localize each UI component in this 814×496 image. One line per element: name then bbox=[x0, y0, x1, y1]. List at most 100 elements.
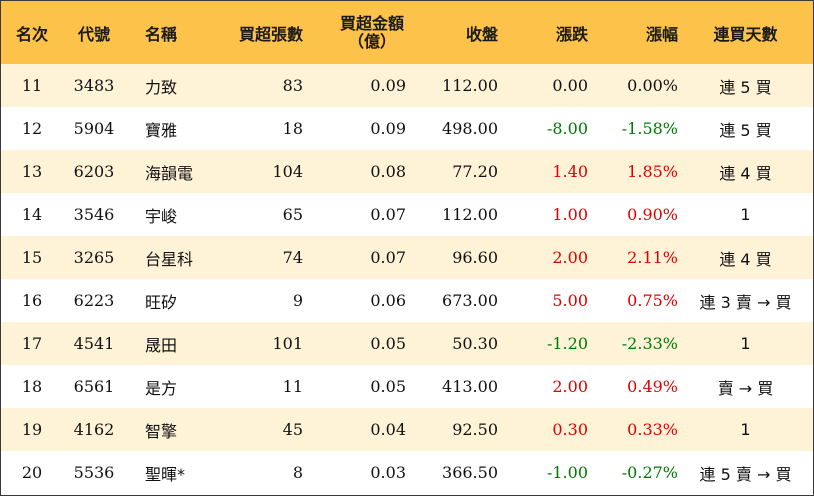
streak-cell: 連 4 買 bbox=[719, 249, 772, 269]
close-cell: 413.00 bbox=[442, 377, 498, 396]
rank-cell: 18 bbox=[21, 377, 43, 396]
lots-cell: 9 bbox=[292, 291, 303, 310]
header-change: 漲跌 bbox=[555, 24, 588, 44]
amount-cell: 0.08 bbox=[370, 162, 406, 181]
lots-cell: 101 bbox=[272, 334, 303, 353]
header-amount-line2: （億） bbox=[347, 31, 396, 51]
table-row: 14 3546 宇峻 65 0.07 112.00 1.00 0.90% 1 bbox=[1, 193, 813, 236]
header-amount: 買超金額 （億） bbox=[303, 14, 406, 51]
amount-cell: 0.05 bbox=[370, 334, 406, 353]
pct-cell: 0.33% bbox=[627, 420, 678, 439]
table-body: 11 3483 力致 83 0.09 112.00 0.00 0.00% 連 5 買 12 5904… bbox=[1, 64, 813, 494]
table-row: 11 3483 力致 83 0.09 112.00 0.00 0.00% 連 5 買 bbox=[1, 64, 813, 107]
streak-cell: 連 5 賣 → 買 bbox=[699, 464, 792, 484]
streak-cell: 連 5 買 bbox=[719, 120, 772, 140]
name-cell: 智擎 bbox=[145, 421, 178, 441]
name-cell: 聖暉* bbox=[145, 464, 186, 484]
amount-cell: 0.04 bbox=[370, 420, 406, 439]
lots-cell: 83 bbox=[282, 76, 303, 95]
close-cell: 673.00 bbox=[442, 291, 498, 310]
streak-cell: 賣 → 買 bbox=[717, 378, 774, 398]
code-cell: 5536 bbox=[73, 463, 115, 482]
rank-cell: 19 bbox=[21, 420, 43, 439]
lots-cell: 45 bbox=[282, 420, 303, 439]
close-cell: 50.30 bbox=[452, 334, 498, 353]
pct-cell: -0.27% bbox=[621, 463, 678, 482]
streak-cell: 1 bbox=[740, 205, 751, 224]
table-row: 13 6203 海韻電 104 0.08 77.20 1.40 1.85% 連 4 買 bbox=[1, 150, 813, 193]
lots-cell: 65 bbox=[282, 205, 303, 224]
close-cell: 112.00 bbox=[442, 205, 498, 224]
lots-cell: 11 bbox=[282, 377, 303, 396]
table-row: 12 5904 寶雅 18 0.09 498.00 -8.00 -1.58% 連 5 買 bbox=[1, 107, 813, 150]
name-cell: 寶雅 bbox=[145, 120, 178, 140]
header-pct: 漲幅 bbox=[645, 24, 678, 44]
lots-cell: 8 bbox=[292, 463, 303, 482]
code-cell: 6561 bbox=[73, 377, 115, 396]
pct-cell: 1.85% bbox=[627, 162, 678, 181]
pct-cell: 2.11% bbox=[627, 248, 678, 267]
header-streak: 連買天數 bbox=[713, 24, 778, 44]
change-cell: 1.40 bbox=[552, 162, 588, 181]
pct-cell: 0.00% bbox=[627, 76, 678, 95]
rank-cell: 12 bbox=[21, 119, 43, 138]
header-code: 代號 bbox=[77, 24, 110, 44]
code-cell: 6223 bbox=[73, 291, 115, 310]
streak-cell: 連 3 賣 → 買 bbox=[699, 292, 792, 312]
lots-cell: 104 bbox=[272, 162, 303, 181]
amount-cell: 0.07 bbox=[370, 205, 406, 224]
pct-cell: -2.33% bbox=[621, 334, 678, 353]
header-lots: 買超張數 bbox=[238, 24, 303, 44]
amount-cell: 0.07 bbox=[370, 248, 406, 267]
code-cell: 3483 bbox=[73, 76, 115, 95]
close-cell: 112.00 bbox=[442, 76, 498, 95]
name-cell: 海韻電 bbox=[145, 163, 194, 183]
pct-cell: -1.58% bbox=[621, 119, 678, 138]
name-cell: 晟田 bbox=[145, 335, 178, 355]
close-cell: 366.50 bbox=[442, 463, 498, 482]
table-row: 18 6561 是方 11 0.05 413.00 2.00 0.49% 賣 → 買 bbox=[1, 365, 813, 408]
rank-cell: 17 bbox=[21, 334, 43, 353]
code-cell: 6203 bbox=[73, 162, 115, 181]
rank-cell: 16 bbox=[21, 291, 43, 310]
rank-cell: 14 bbox=[21, 205, 43, 224]
table-row: 16 6223 旺矽 9 0.06 673.00 5.00 0.75% 連 3 賣 → 買 bbox=[1, 279, 813, 322]
table-row: 17 4541 晟田 101 0.05 50.30 -1.20 -2.33% 1 bbox=[1, 322, 813, 365]
streak-cell: 連 5 買 bbox=[719, 77, 772, 97]
lots-cell: 18 bbox=[282, 119, 303, 138]
amount-cell: 0.09 bbox=[370, 76, 406, 95]
pct-cell: 0.90% bbox=[627, 205, 678, 224]
table-header: 名次 代號 名稱 買超張數 買超金額 （億） 收盤 漲跌 漲幅 連買天數 bbox=[1, 1, 813, 64]
change-cell: -8.00 bbox=[546, 119, 588, 138]
name-cell: 旺矽 bbox=[145, 292, 178, 312]
lots-cell: 74 bbox=[282, 248, 303, 267]
change-cell: 0.30 bbox=[552, 420, 588, 439]
name-cell: 力致 bbox=[145, 77, 178, 97]
amount-cell: 0.06 bbox=[370, 291, 406, 310]
code-cell: 4541 bbox=[73, 334, 115, 353]
change-cell: 5.00 bbox=[552, 291, 588, 310]
name-cell: 台星科 bbox=[145, 249, 194, 269]
code-cell: 4162 bbox=[73, 420, 115, 439]
streak-cell: 1 bbox=[740, 420, 751, 439]
amount-cell: 0.09 bbox=[370, 119, 406, 138]
code-cell: 3265 bbox=[73, 248, 115, 267]
change-cell: 1.00 bbox=[552, 205, 588, 224]
rank-cell: 13 bbox=[21, 162, 43, 181]
streak-cell: 1 bbox=[740, 334, 751, 353]
pct-cell: 0.49% bbox=[627, 377, 678, 396]
close-cell: 92.50 bbox=[452, 420, 498, 439]
change-cell: -1.00 bbox=[546, 463, 588, 482]
amount-cell: 0.03 bbox=[370, 463, 406, 482]
rank-cell: 20 bbox=[21, 463, 43, 482]
header-name: 名稱 bbox=[145, 24, 178, 44]
rank-cell: 11 bbox=[21, 76, 43, 95]
close-cell: 77.20 bbox=[452, 162, 498, 181]
amount-cell: 0.05 bbox=[370, 377, 406, 396]
close-cell: 96.60 bbox=[452, 248, 498, 267]
code-cell: 3546 bbox=[73, 205, 115, 224]
change-cell: -1.20 bbox=[546, 334, 588, 353]
table-row: 20 5536 聖暉* 8 0.03 366.50 -1.00 -0.27% 連 5 賣 → 買 bbox=[1, 451, 813, 494]
code-cell: 5904 bbox=[73, 119, 115, 138]
